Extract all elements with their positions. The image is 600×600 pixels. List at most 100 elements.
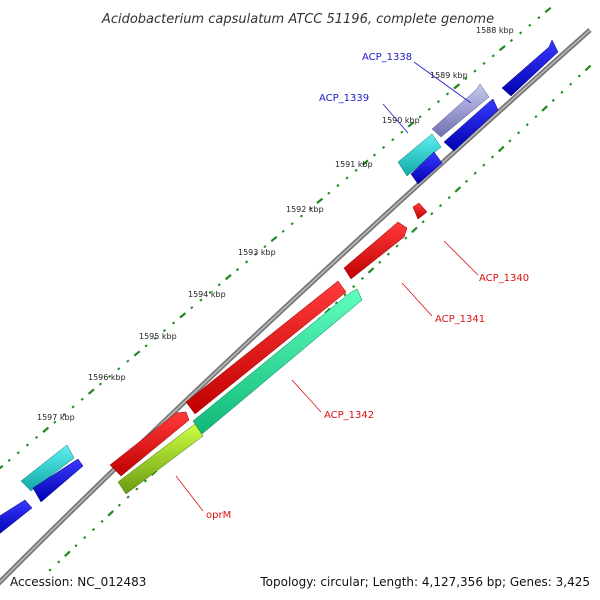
- outer-tick-mark: [254, 252, 258, 256]
- topology-text: Topology: circular; Length: 4,127,356 bp…: [259, 575, 590, 589]
- gene-label-acp-1338[interactable]: ACP_1338: [362, 52, 412, 63]
- gene-arrow-blue-upper[interactable]: [443, 98, 499, 152]
- outer-tick-mark: [453, 83, 461, 90]
- outer-tick-mark: [245, 260, 249, 264]
- inner-tick-mark: [525, 123, 529, 127]
- leader-oprm: [175, 475, 204, 512]
- inner-tick-mark: [569, 82, 573, 86]
- inner-tick-mark: [584, 64, 592, 72]
- inner-tick-mark: [430, 212, 434, 216]
- outer-tick-mark: [190, 306, 194, 310]
- tick-label-1595: 1595 kbp: [139, 332, 177, 341]
- outer-tick-mark: [235, 268, 240, 272]
- gene-label-acp-1339[interactable]: ACP_1339: [319, 93, 369, 104]
- outer-tick-mark: [372, 153, 377, 157]
- outer-tick-mark: [53, 420, 57, 424]
- gene-arrow-acp-1338[interactable]: [431, 83, 490, 138]
- gene-label-acp-1340[interactable]: ACP_1340: [479, 273, 529, 284]
- outer-tick-mark: [361, 159, 369, 166]
- gene-label-acp-1341[interactable]: ACP_1341: [435, 314, 485, 325]
- outer-tick-mark: [126, 359, 130, 363]
- outer-tick-mark: [281, 229, 285, 233]
- inner-tick-mark: [64, 550, 71, 558]
- outer-tick-mark: [473, 69, 477, 73]
- gene-arrow-red-lower[interactable]: [109, 411, 190, 477]
- leader-acp-1341: [401, 282, 433, 317]
- inner-tick-mark: [541, 105, 548, 112]
- gene-arrow-blue-small[interactable]: [410, 151, 443, 185]
- outer-tick-mark: [199, 298, 203, 302]
- leader-acp-1342: [291, 379, 322, 413]
- genome-backbone-highlight: [0, 29, 591, 584]
- outer-tick-mark: [537, 16, 541, 20]
- outer-tick-mark: [0, 464, 4, 470]
- outer-tick-mark: [290, 222, 294, 226]
- inner-tick-mark: [560, 90, 564, 94]
- tick-label-1594: 1594 kbp: [188, 290, 226, 299]
- inner-tick-mark: [100, 519, 104, 523]
- outer-tick-mark: [519, 31, 523, 35]
- outer-tick-mark: [345, 176, 349, 180]
- gene-labels: ACP_1338 ACP_1339 ACP_1340 ACP_1341 ACP_…: [206, 52, 529, 521]
- gene-label-acp-1342[interactable]: ACP_1342: [324, 410, 374, 421]
- gene-arrow-acp-1341[interactable]: [343, 221, 408, 280]
- outer-tick-mark: [498, 45, 506, 52]
- inner-tick-mark: [482, 163, 486, 167]
- outer-tick-mark: [179, 312, 187, 319]
- gene-label-oprm[interactable]: oprM: [206, 510, 231, 521]
- inner-tick-mark: [57, 560, 61, 564]
- outer-tick-mark: [87, 388, 95, 395]
- outer-tick-mark: [436, 100, 440, 104]
- inner-tick-mark: [534, 115, 538, 119]
- gene-arrow-top-blue[interactable]: [501, 39, 559, 97]
- outer-tick-mark: [144, 344, 148, 348]
- outer-tick-mark: [117, 367, 121, 371]
- inner-tick-mark: [367, 267, 375, 274]
- inner-tick-mark: [490, 155, 495, 159]
- outer-tick-mark: [270, 235, 278, 243]
- tick-label-1592: 1592 kbp: [286, 205, 324, 214]
- inner-tick-mark: [360, 276, 364, 281]
- outer-tick-mark: [171, 321, 176, 325]
- inner-tick-mark: [352, 285, 356, 289]
- inner-tick-mark: [74, 544, 78, 548]
- inner-tick-mark: [117, 503, 121, 507]
- tick-label-1589: 1589 kbp: [430, 71, 468, 80]
- genome-backbone: [0, 28, 592, 586]
- outer-tick-mark: [162, 329, 166, 333]
- gene-arrow-blue-lower[interactable]: [32, 458, 84, 503]
- inner-tick-mark: [48, 568, 52, 572]
- gene-arrow-blue-edge[interactable]: [0, 499, 33, 535]
- inner-tick-mark: [386, 252, 390, 256]
- gene-arrow-red-long[interactable]: [185, 280, 347, 415]
- gene-arrow-acp-1340[interactable]: [412, 202, 428, 220]
- gene-arrow-acp-1339[interactable]: [397, 133, 442, 177]
- inner-tick-mark: [334, 301, 338, 305]
- outer-tick-mark: [224, 274, 232, 281]
- outer-tick-mark: [16, 451, 20, 455]
- map-title: Acidobacterium capsulatum ATCC 51196, co…: [101, 12, 494, 27]
- inner-tick-mark: [454, 186, 462, 193]
- outer-tick-mark: [382, 145, 386, 149]
- leader-acp-1339: [382, 103, 409, 134]
- inner-strand-genes: [0, 98, 499, 535]
- outer-tick-mark: [263, 245, 267, 249]
- outer-tick-mark: [445, 92, 450, 96]
- outer-tick-mark: [299, 214, 303, 218]
- outer-tick-mark: [336, 184, 340, 188]
- gene-arrow-oprm[interactable]: [117, 423, 204, 495]
- inner-tick-mark: [438, 204, 443, 208]
- inner-tick-mark: [395, 244, 399, 248]
- inner-tick-mark: [91, 527, 95, 532]
- outer-tick-mark: [217, 283, 221, 287]
- gene-arrow-cyan-lower[interactable]: [20, 444, 75, 492]
- outer-tick-mark: [98, 382, 103, 386]
- inner-tick-mark: [421, 220, 425, 224]
- outer-tick-mark: [427, 107, 431, 111]
- inner-tick-mark: [135, 487, 139, 491]
- inner-tick-mark: [517, 131, 521, 135]
- outer-tick-mark: [391, 138, 395, 142]
- inner-tick-mark: [107, 510, 115, 517]
